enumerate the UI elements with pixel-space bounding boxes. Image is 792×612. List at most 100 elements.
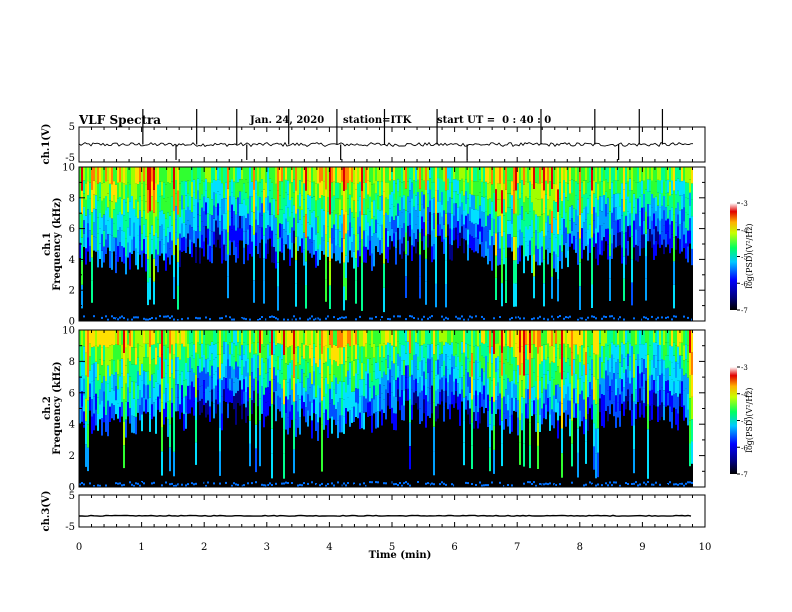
spectrogram-cell <box>149 233 151 256</box>
spectrogram-cell <box>533 167 535 189</box>
spectrogram-cell <box>637 245 639 262</box>
spectrogram-cell <box>387 246 389 263</box>
spectrogram-cell <box>675 208 677 223</box>
time-tick-label: 5 <box>389 542 395 553</box>
spectrogram-cell <box>659 405 661 421</box>
spectrogram-cell <box>221 167 223 184</box>
spectrogram-cell <box>671 180 673 194</box>
spectrogram-cell <box>301 343 303 357</box>
spectrogram-cell <box>85 183 87 200</box>
spectrogram-cell <box>481 355 483 369</box>
spectrogram-cell <box>531 358 533 373</box>
spectrogram-cell <box>93 208 95 223</box>
spectrogram-cell <box>139 210 141 226</box>
spectrogram-cell <box>483 343 485 358</box>
spectrogram-cell <box>275 167 277 184</box>
spectrogram-cell <box>659 234 661 248</box>
spectrogram-cell <box>339 364 341 382</box>
spectrogram-cell <box>585 419 587 442</box>
spectrogram-cell <box>655 211 657 227</box>
spectrogram-cell <box>121 358 123 374</box>
spectrogram-cell <box>381 195 383 211</box>
spectrogram-cell <box>261 215 263 228</box>
spectrogram-cell <box>105 381 107 398</box>
spectrogram-cell <box>435 283 437 308</box>
spectrogram-cell <box>347 182 349 199</box>
spectrogram-cell <box>611 228 613 244</box>
spectrogram-cell <box>321 377 323 401</box>
spectrogram-cell <box>195 215 197 231</box>
spectrogram-cell <box>569 383 571 401</box>
spectrogram-cell <box>687 409 689 426</box>
spectrogram-cell <box>573 344 575 360</box>
spectrogram-cell <box>243 330 245 343</box>
spectrogram-cell <box>405 210 407 233</box>
spectrogram-cell <box>125 330 127 348</box>
spectrogram-cell <box>447 343 449 357</box>
spectrogram-cell <box>591 261 593 285</box>
spectrogram-cell <box>557 366 559 385</box>
spectrogram-cell <box>679 368 681 381</box>
spectrogram-cell <box>605 343 607 357</box>
spectrogram-cell <box>621 167 623 184</box>
spectrogram-cell <box>93 236 95 251</box>
spectrogram-cell <box>665 316 667 319</box>
spectrogram-cell <box>405 232 407 255</box>
spectrogram-cell <box>169 167 171 184</box>
spectrogram-cell <box>411 214 413 230</box>
spectrogram-cell <box>573 208 575 223</box>
spectrogram-cell <box>513 236 515 261</box>
spectrogram-cell <box>377 362 379 379</box>
spectrogram-cell <box>559 387 561 402</box>
spectrogram-cell <box>441 377 443 390</box>
spectrogram-cell <box>579 262 581 287</box>
spectrogram-cell <box>169 316 171 319</box>
spectrogram-cell <box>281 359 283 374</box>
spectrogram-cell <box>87 424 89 448</box>
spectrogram-cell <box>615 395 617 412</box>
spectrogram-cell <box>309 224 311 239</box>
spectrogram-cell <box>83 220 85 234</box>
spectrogram-cell <box>123 317 125 320</box>
spectrogram-cell <box>215 220 217 234</box>
spectrogram-cell <box>207 330 209 345</box>
spectrogram-cell <box>387 342 389 356</box>
spectrogram-cell <box>345 211 347 234</box>
spectrogram-cell <box>187 206 189 221</box>
spectrogram-cell <box>671 221 673 235</box>
spectrogram-cell <box>431 330 433 344</box>
spectrogram-cell <box>373 385 375 400</box>
spectrogram-cell <box>449 197 451 214</box>
spectrogram-cell <box>441 315 443 318</box>
spectrogram-cell <box>553 217 555 235</box>
spectrogram-cell <box>569 365 571 384</box>
spectrogram-cell <box>421 375 423 391</box>
spectrogram-cell <box>445 354 447 367</box>
spectrogram-cell <box>187 317 189 320</box>
spectrogram-cell <box>609 278 611 301</box>
spectrogram-cell <box>199 372 201 387</box>
spectrogram-cell <box>573 180 575 195</box>
spectrogram-cell <box>393 315 395 318</box>
spectrogram-cell <box>601 240 603 256</box>
spectrogram-cell <box>239 330 241 343</box>
spectrogram-cell <box>601 484 603 487</box>
spectrogram-cell <box>601 167 603 182</box>
spectrogram-cell <box>195 419 197 443</box>
spectrogram-cell <box>577 428 579 453</box>
spectrogram-cell <box>361 239 363 263</box>
spectrogram-cell <box>233 396 235 410</box>
spectrogram-cell <box>669 481 671 484</box>
spectrogram-cell <box>215 330 217 344</box>
spectrogram-cell <box>337 167 339 183</box>
spectrogram-cell <box>463 375 465 398</box>
spectrogram-cell <box>515 283 517 307</box>
spectrogram-cell <box>219 403 221 428</box>
spectrogram-cell <box>681 223 683 238</box>
spectrogram-cell <box>271 246 273 263</box>
spectrogram-cell <box>577 330 579 355</box>
spectrogram-cell <box>663 345 665 360</box>
spectrogram-cell <box>261 358 263 372</box>
spectrogram-cell <box>609 358 611 372</box>
